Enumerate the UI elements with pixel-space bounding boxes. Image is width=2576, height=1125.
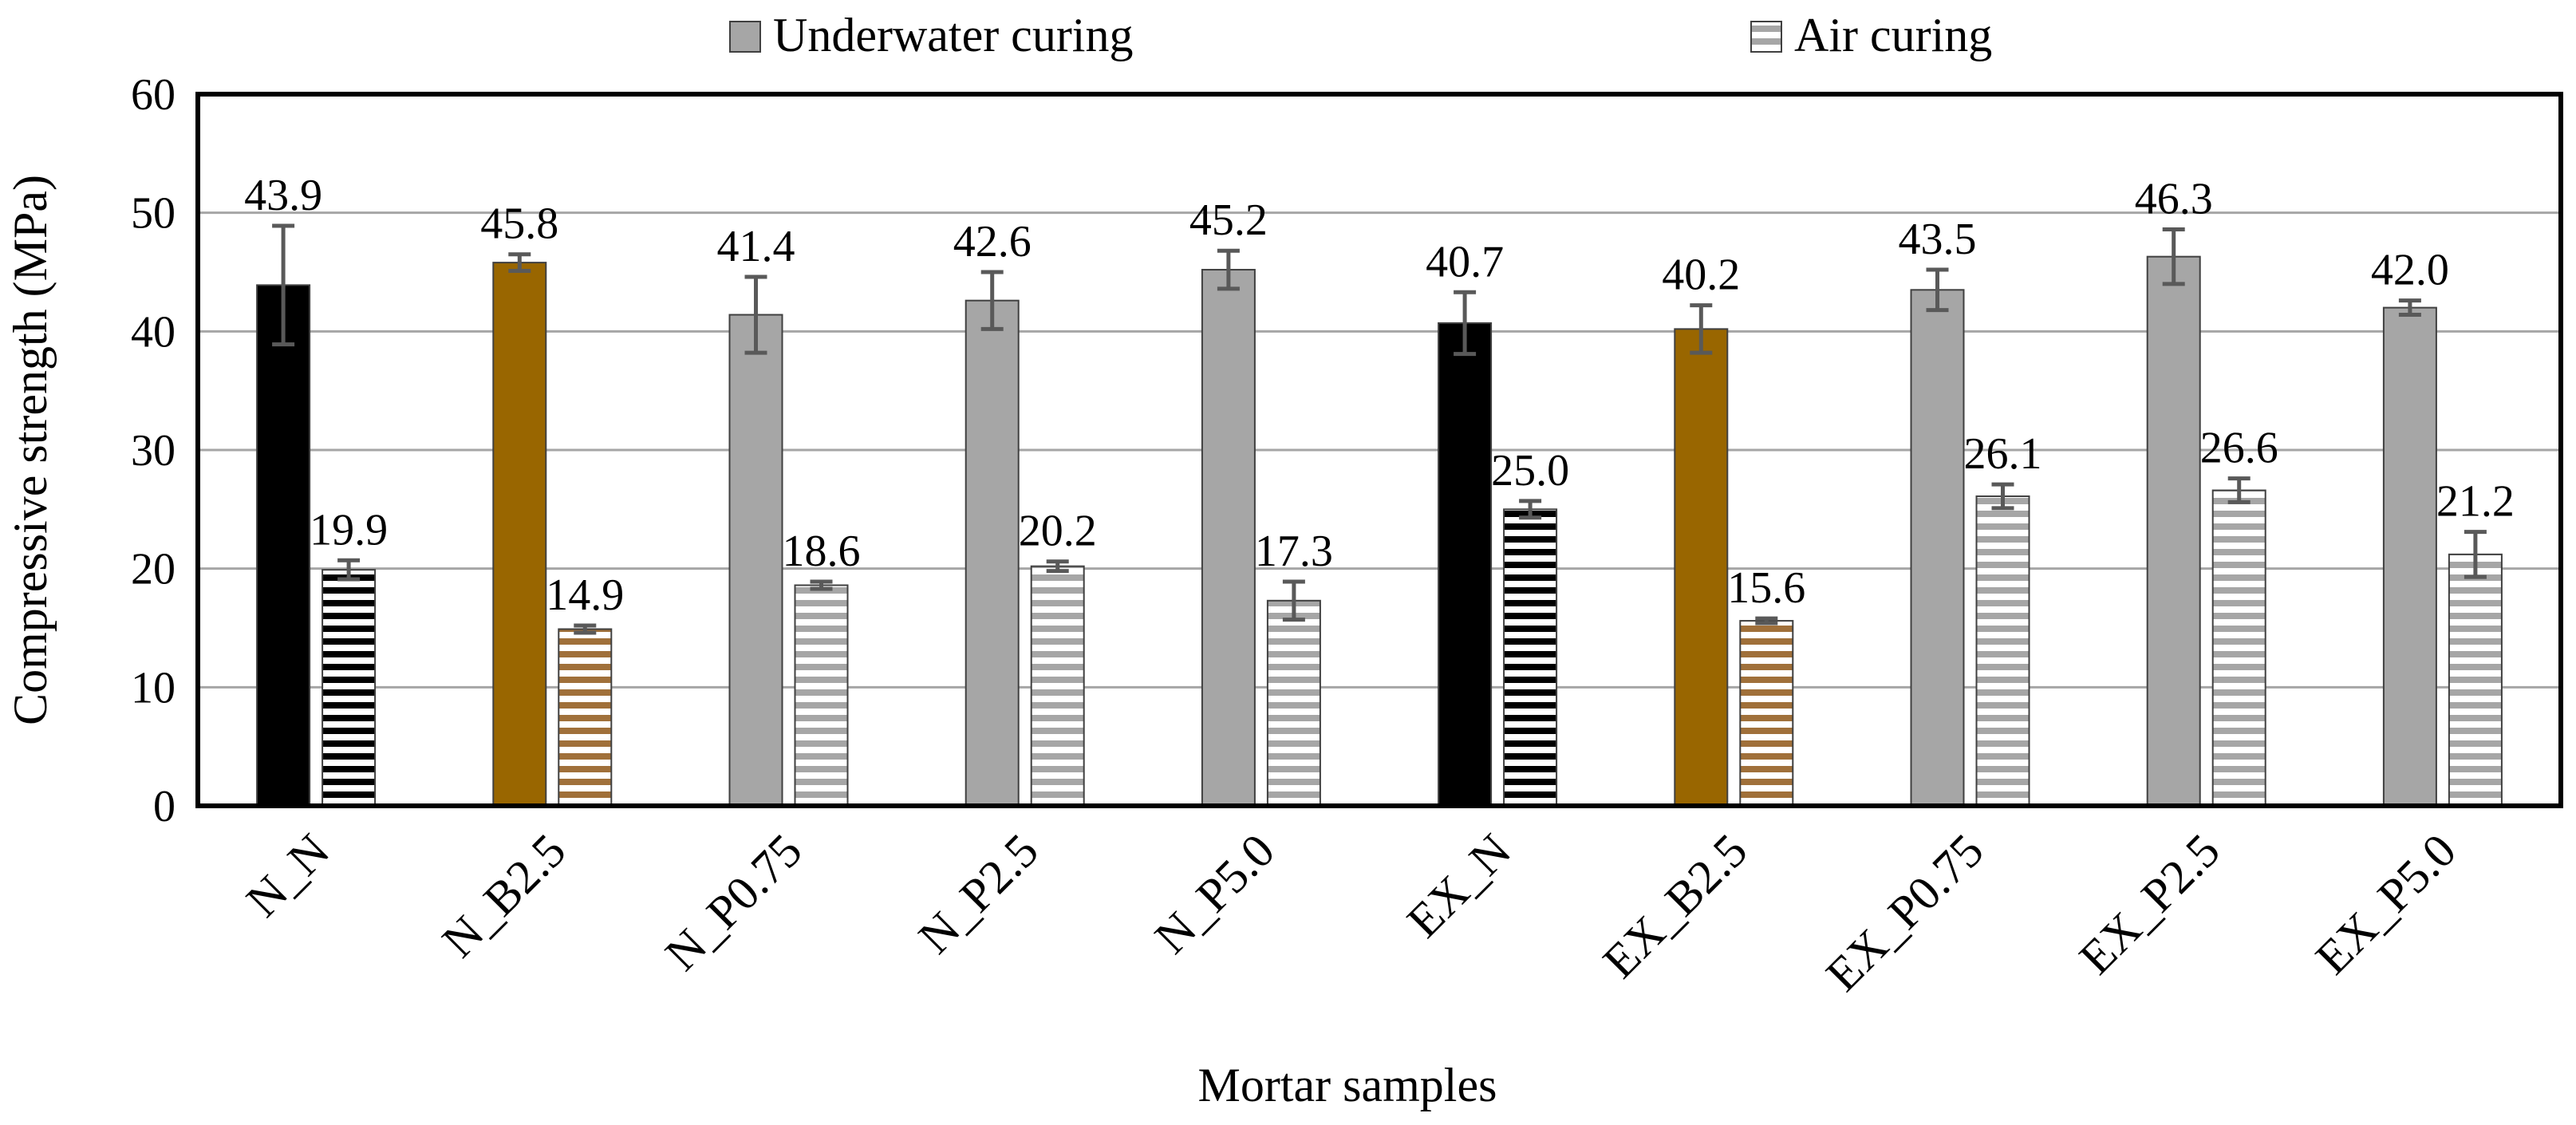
y-axis-title: Compressive strength (MPa) [4, 175, 57, 725]
error-bar [1454, 290, 1477, 357]
data-label: 40.7 [1426, 237, 1504, 286]
legend-swatch [729, 21, 761, 53]
legend-label: Underwater curing [773, 9, 1133, 61]
bar-air-EX_P5.0 [2448, 553, 2503, 807]
data-label: 45.8 [480, 199, 558, 249]
data-label: 21.2 [2436, 477, 2515, 527]
x-tick-label: EX_P5.0 [2306, 824, 2466, 985]
x-tick-label: EX_P0.75 [1816, 824, 1993, 1001]
error-bar [1217, 248, 1240, 291]
y-tick-label: 60 [131, 70, 176, 120]
error-bar [980, 270, 1004, 331]
bar-underwater-N_B2.5 [492, 262, 547, 807]
error-bar [744, 274, 767, 355]
error-bar [1046, 559, 1069, 574]
data-label: 42.0 [2371, 246, 2449, 295]
data-label: 41.4 [717, 222, 795, 271]
data-label: 43.5 [1899, 215, 1977, 264]
bar-underwater-EX_P2.5 [2146, 255, 2201, 807]
bar-air-N_P2.5 [1030, 565, 1085, 807]
x-tick-label: EX_B2.5 [1593, 824, 1757, 989]
bar-air-N_N [322, 569, 377, 807]
bar-air-N_P5.0 [1266, 599, 1321, 807]
bar-air-N_B2.5 [558, 628, 613, 807]
data-label: 46.3 [2135, 174, 2213, 223]
bar-underwater-EX_N [1438, 322, 1493, 807]
bar-underwater-EX_B2.5 [1674, 328, 1729, 807]
bar-underwater-N_P0.75 [728, 314, 783, 807]
error-bars [272, 223, 2487, 635]
error-bar [337, 558, 361, 582]
error-bar [1926, 267, 1949, 313]
x-tick-label: N_P5.0 [1145, 824, 1284, 964]
data-label: 20.2 [1019, 507, 1097, 556]
error-bar [2398, 298, 2421, 318]
bar-underwater-N_N [256, 284, 311, 807]
error-bar [810, 579, 833, 591]
legend-label: Air curing [1794, 9, 1992, 61]
legend-entry: Air curing [1750, 9, 1992, 61]
data-label: 17.3 [1255, 527, 1333, 576]
legend: Underwater curing Air curing [729, 9, 1992, 61]
bar-air-EX_P0.75 [1975, 495, 2030, 807]
error-bar [508, 252, 531, 274]
data-label: 15.6 [1727, 563, 1805, 613]
legend-entry: Underwater curing [729, 9, 1133, 61]
x-tick-label: EX_P2.5 [2069, 824, 2230, 985]
error-bar [574, 623, 597, 635]
bar-underwater-EX_P0.75 [1910, 289, 1965, 807]
data-label: 18.6 [783, 527, 861, 576]
error-bar [1690, 303, 1713, 355]
error-bar [2464, 530, 2487, 579]
data-labels: 43.9 45.8 41.4 42.6 45.2 40.7 40.2 43.5 46.3 42.0… [244, 171, 2515, 620]
data-label: 43.9 [244, 171, 322, 220]
error-bar [272, 223, 295, 347]
bar-air-EX_P2.5 [2211, 489, 2266, 807]
data-label: 25.0 [1491, 446, 1569, 495]
y-tick-label: 40 [131, 307, 176, 357]
error-bar [1991, 482, 2014, 511]
data-label: 26.1 [1964, 429, 2042, 479]
bars [256, 255, 2503, 807]
error-bar [1519, 499, 1542, 520]
data-label: 42.6 [953, 217, 1032, 266]
legend-swatch [1750, 21, 1782, 53]
error-bar [2162, 227, 2185, 286]
bar-air-N_P0.75 [794, 584, 849, 807]
data-label: 40.2 [1662, 251, 1740, 300]
x-tick-label: N_P2.5 [909, 824, 1048, 964]
data-label: 45.2 [1189, 195, 1268, 245]
data-label: 26.6 [2200, 424, 2278, 473]
x-tick-label: N_P0.75 [655, 824, 811, 981]
bar-underwater-N_P5.0 [1201, 269, 1256, 807]
data-label: 19.9 [310, 505, 388, 555]
error-bar [1755, 616, 1778, 626]
x-tick-label: N_B2.5 [432, 824, 576, 968]
x-tick-label: EX_N [1397, 824, 1521, 948]
y-tick-label: 10 [131, 663, 176, 712]
data-label: 14.9 [546, 570, 624, 620]
plot-frame [195, 92, 2563, 808]
y-tick-label: 30 [131, 426, 176, 476]
error-bar [2227, 476, 2251, 504]
bar-underwater-EX_P5.0 [2382, 306, 2437, 807]
error-bar [1282, 579, 1305, 622]
x-axis-title: Mortar samples [1198, 1059, 1497, 1111]
bar-air-EX_N [1503, 508, 1558, 807]
bar-underwater-N_P2.5 [965, 299, 1020, 807]
y-tick-label: 0 [153, 782, 176, 831]
x-tick-label: N_N [236, 824, 339, 927]
y-tick-label: 20 [131, 545, 176, 594]
bar-air-EX_B2.5 [1739, 620, 1794, 807]
y-tick-label: 50 [131, 189, 176, 239]
